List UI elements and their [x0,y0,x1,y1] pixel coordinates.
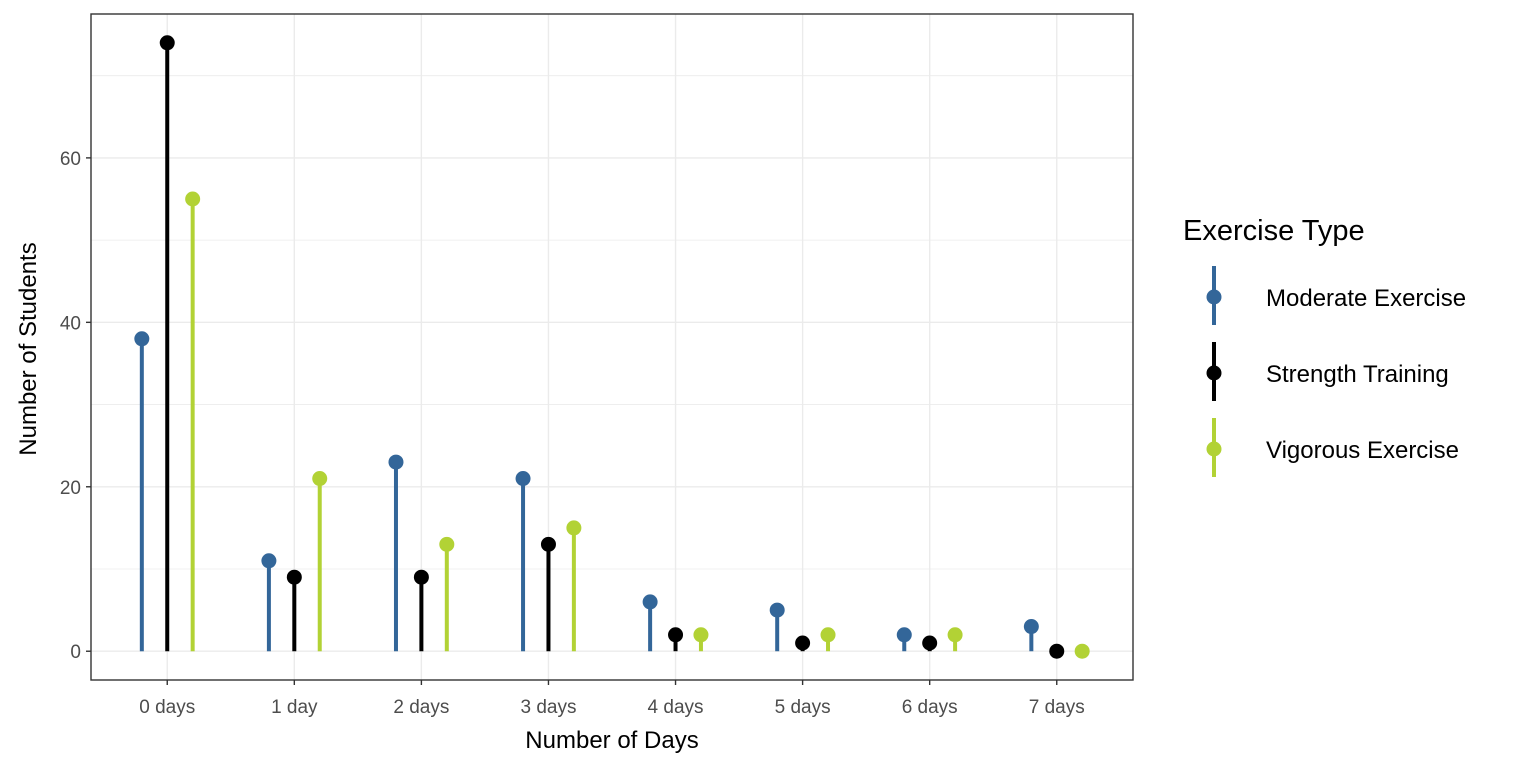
point-vigorous-exercise [185,191,201,207]
point-moderate-exercise [769,602,785,618]
legend-key-point-strength-training [1206,365,1222,381]
x-tick-label: 0 days [139,697,195,718]
point-vigorous-exercise [820,627,836,643]
point-strength-training [668,627,684,643]
point-moderate-exercise [134,331,150,347]
point-moderate-exercise [1023,619,1039,635]
point-strength-training [795,635,811,651]
x-tick-label: 1 day [271,697,318,718]
legend-label-moderate-exercise: Moderate Exercise [1266,285,1466,312]
point-vigorous-exercise [566,520,582,536]
point-vigorous-exercise [693,627,709,643]
point-strength-training [1049,643,1065,659]
point-strength-training [159,35,175,51]
marks-layer [134,35,1090,659]
point-strength-training [922,635,938,651]
point-strength-training [413,569,429,585]
legend-key-point-vigorous-exercise [1206,441,1222,457]
legend-title: Exercise Type [1183,215,1365,247]
y-tick-label: 60 [60,149,81,170]
point-moderate-exercise [896,627,912,643]
point-moderate-exercise [388,454,404,470]
point-moderate-exercise [642,594,658,610]
x-tick-label: 2 days [393,697,449,718]
point-strength-training [286,569,302,585]
y-tick-label: 40 [60,313,81,334]
y-tick-label: 0 [70,642,81,663]
point-strength-training [540,536,556,552]
legend-label-strength-training: Strength Training [1266,361,1449,388]
legend: Exercise Type Moderate Exercise Strength … [1183,215,1466,477]
legend-key-point-moderate-exercise [1206,289,1222,305]
x-tick-label: 3 days [520,697,576,718]
axis-layer: 0 20 40 60 0 days 1 day 2 days 3 days 4 days 5 da… [60,149,1085,718]
point-vigorous-exercise [439,536,455,552]
point-moderate-exercise [515,471,531,487]
point-vigorous-exercise [947,627,963,643]
x-axis-title: Number of Days [525,727,698,754]
x-tick-label: 4 days [648,697,704,718]
point-moderate-exercise [261,553,277,569]
panel-border [90,13,1134,681]
x-tick-label: 7 days [1029,697,1085,718]
y-tick-label: 20 [60,478,81,499]
point-vigorous-exercise [312,471,328,487]
x-tick-label: 5 days [775,697,831,718]
legend-label-vigorous-exercise: Vigorous Exercise [1266,437,1459,464]
point-vigorous-exercise [1074,643,1090,659]
legend-items: Moderate Exercise Strength Training Vigoro… [1206,266,1466,477]
x-tick-label: 6 days [902,697,958,718]
y-axis-title: Number of Students [15,242,42,455]
